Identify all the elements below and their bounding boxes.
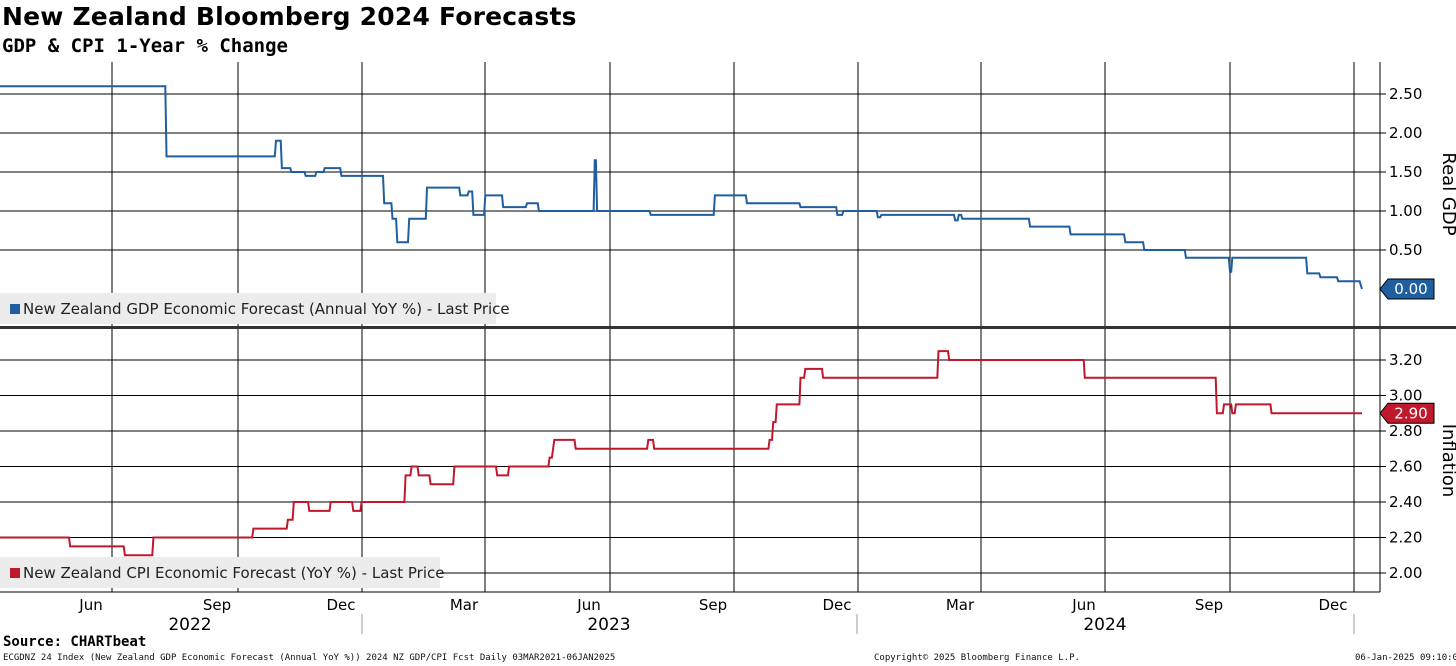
last-value-badge — [1379, 278, 1435, 300]
x-year-label: 2024 — [1083, 615, 1126, 635]
y-tick-label: 2.50 — [1389, 85, 1422, 103]
y-tick-label: 2.40 — [1389, 493, 1422, 511]
y-tick-label: 3.20 — [1389, 351, 1422, 369]
x-tick-label: Sep — [699, 596, 727, 614]
chart-subtitle: GDP & CPI 1-Year % Change — [2, 35, 288, 57]
legend-swatch — [10, 568, 20, 578]
y-tick-label: 2.00 — [1389, 564, 1422, 582]
y-tick-label: 1.00 — [1389, 202, 1422, 220]
x-tick-label: Mar — [946, 596, 975, 614]
legend-swatch — [10, 304, 20, 314]
y-tick-label: 0.50 — [1389, 241, 1422, 259]
y-axis-title: Real GDP — [1438, 152, 1456, 235]
x-tick-label: Dec — [326, 596, 355, 614]
x-tick-label: Jun — [576, 596, 600, 614]
y-tick-label: 2.00 — [1389, 124, 1422, 142]
legend-label: New Zealand CPI Economic Forecast (YoY %… — [23, 564, 444, 582]
legend-label: New Zealand GDP Economic Forecast (Annua… — [23, 300, 510, 318]
footer-timestamp: 06-Jan-2025 09:10:00 — [1355, 653, 1456, 663]
y-tick-label: 2.80 — [1389, 422, 1422, 440]
cpi-series-line — [0, 350, 1362, 557]
y-tick-label: 3.00 — [1389, 387, 1422, 405]
legend-box — [0, 293, 496, 324]
x-year-label: 2022 — [168, 615, 211, 635]
y-tick-label: 2.20 — [1389, 529, 1422, 547]
x-tick-label: Jun — [78, 596, 102, 614]
last-value-label: 2.90 — [1394, 404, 1427, 422]
last-value-badge — [1379, 402, 1435, 424]
x-year-label: 2023 — [587, 615, 630, 635]
y-tick-label: 1.50 — [1389, 163, 1422, 181]
y-axis-title: Inflation — [1438, 424, 1456, 498]
chart-title: New Zealand Bloomberg 2024 Forecasts — [2, 2, 577, 31]
y-tick-label: 2.60 — [1389, 458, 1422, 476]
footer-copyright: Copyright© 2025 Bloomberg Finance L.P. — [874, 653, 1080, 663]
source-note: Source: CHARTbeat — [3, 634, 147, 650]
footer-series-info: ECGDNZ 24 Index (New Zealand GDP Economi… — [3, 653, 616, 663]
x-tick-label: Sep — [203, 596, 231, 614]
x-tick-label: Jun — [1071, 596, 1095, 614]
x-tick-label: Dec — [822, 596, 851, 614]
x-tick-label: Sep — [1195, 596, 1223, 614]
last-value-label: 0.00 — [1394, 280, 1427, 298]
gdp-series-line — [0, 85, 1363, 290]
legend-box — [0, 557, 440, 588]
x-tick-label: Dec — [1318, 596, 1347, 614]
x-tick-label: Mar — [450, 596, 479, 614]
